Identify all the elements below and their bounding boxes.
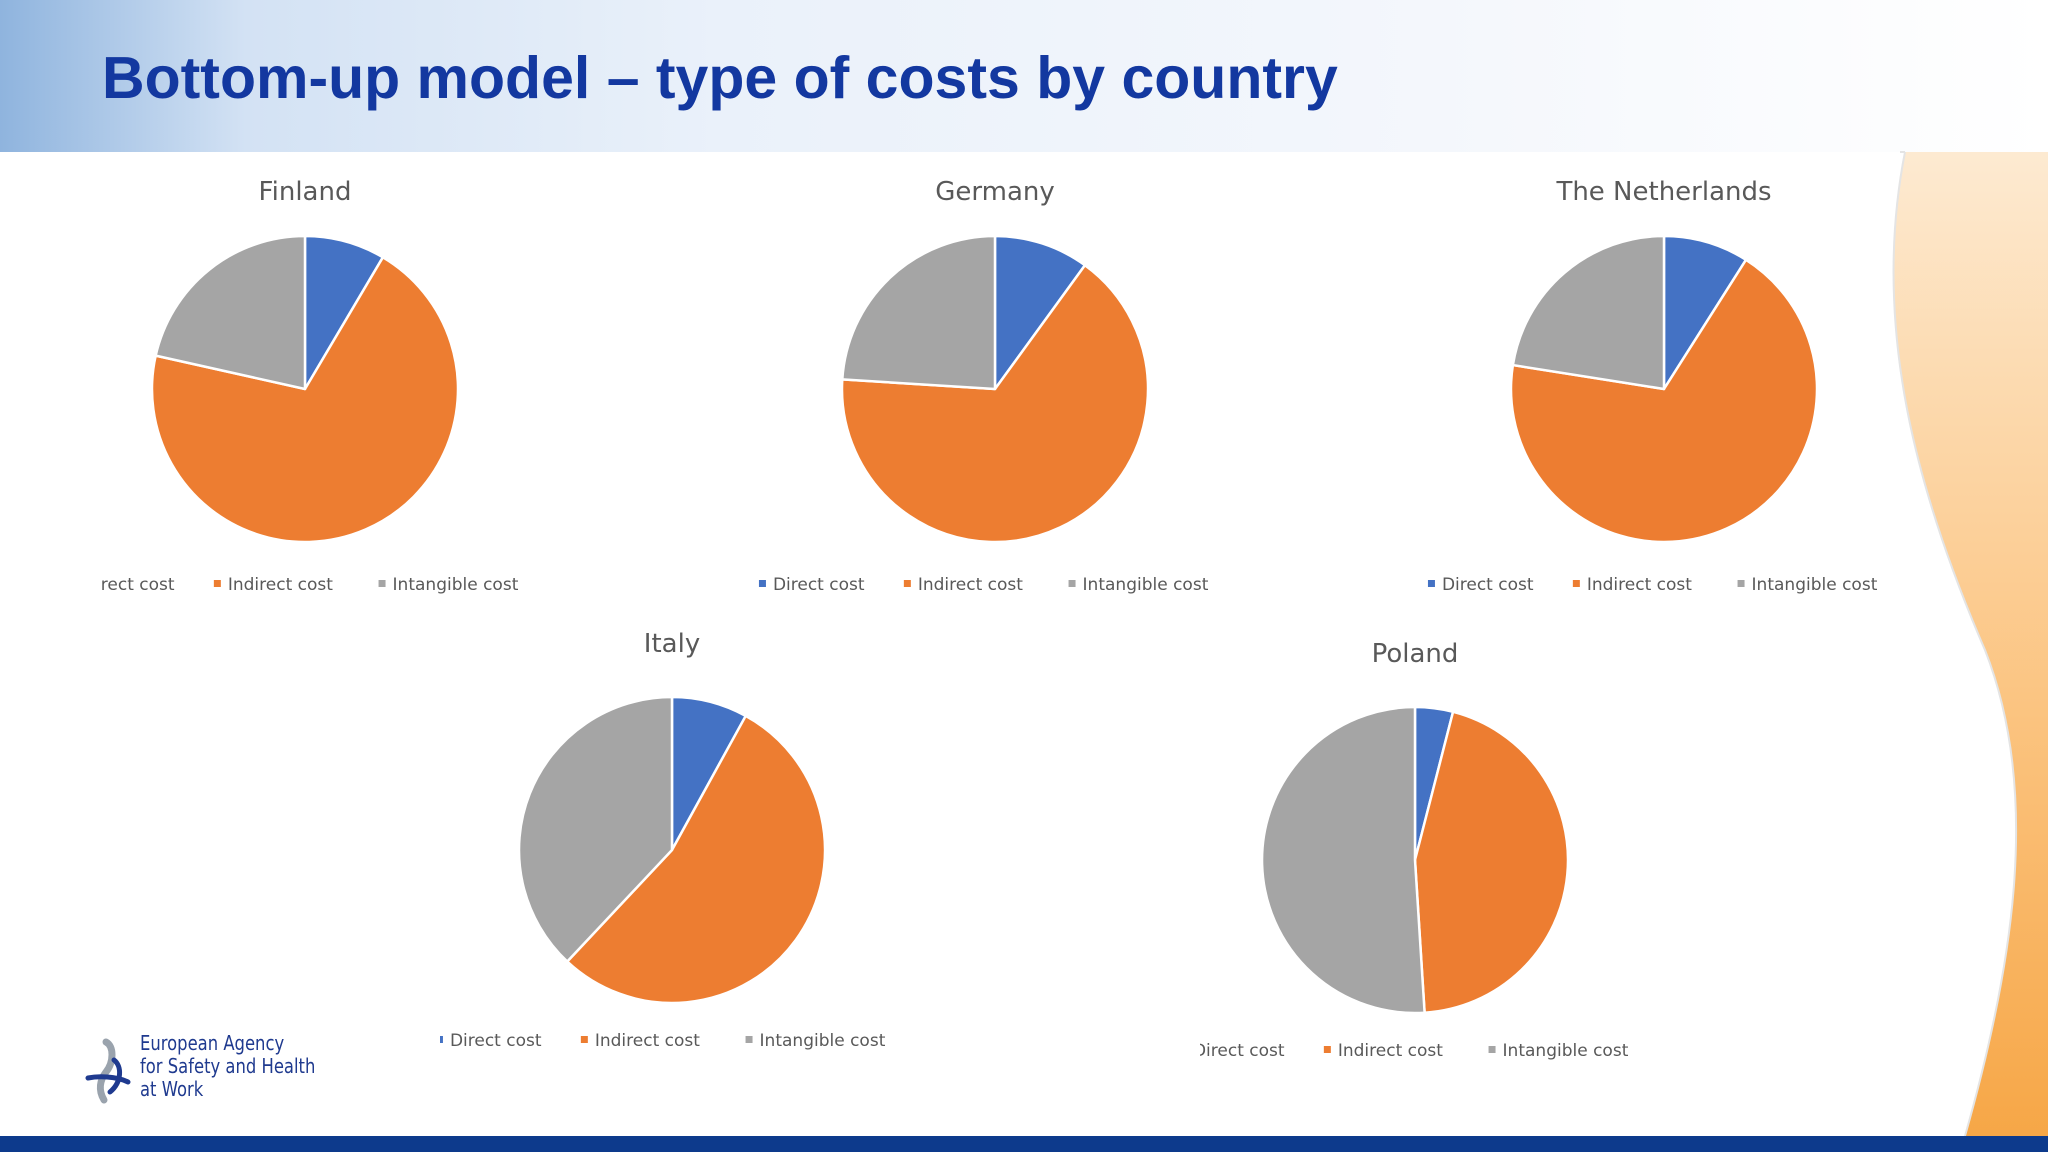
legend-item-direct: Direct cost <box>1200 1041 1285 1061</box>
legend-label-intangible: Intangible cost <box>1503 1041 1629 1061</box>
legend-label-indirect: Indirect cost <box>228 575 333 595</box>
legend-label-indirect: Indirect cost <box>1338 1041 1443 1061</box>
pie-slice-intangible <box>517 695 674 963</box>
legend-label-intangible: Intangible cost <box>760 1031 886 1051</box>
legend-item-intangible: Intangible cost <box>1068 575 1209 595</box>
agency-logo: European Agency for Safety and Health at… <box>84 1032 344 1110</box>
slide-title: Bottom-up model – type of costs by count… <box>102 45 1338 111</box>
legend-item-indirect: Indirect cost <box>903 575 1023 595</box>
legend-swatch-direct <box>1427 580 1435 587</box>
legend-swatch-intangible <box>1068 580 1076 587</box>
pie-slice-direct <box>1662 234 1748 391</box>
legend-item-direct: Direct cost <box>100 575 175 595</box>
legend-label-direct: Direct cost <box>450 1031 542 1051</box>
legend-label-indirect: Indirect cost <box>1587 575 1692 595</box>
legend-swatch-intangible <box>1737 580 1745 587</box>
chart-germany: Germany Direct cost Indirect cost Intangibl… <box>758 177 1209 595</box>
legend-label-direct: Direct cost <box>773 575 865 595</box>
pie-slice-intangible <box>154 234 307 391</box>
legend-item-intangible: Intangible cost <box>1737 575 1878 595</box>
legend-item-indirect: Indirect cost <box>213 575 333 595</box>
legend-label-intangible: Intangible cost <box>393 575 519 595</box>
bottom-bar <box>0 1136 2048 1152</box>
legend-swatch-indirect <box>1323 1046 1331 1053</box>
pie-slice-indirect <box>1509 258 1819 544</box>
legend-swatch-intangible <box>1488 1046 1496 1053</box>
legend-swatch-direct <box>758 580 766 587</box>
legend-swatch-intangible <box>378 580 386 587</box>
chart-title: Poland <box>1372 642 1459 669</box>
legend-item-direct: Direct cost <box>440 1031 542 1051</box>
legend-label-direct: Direct cost <box>100 575 175 595</box>
chart-poland: Poland Direct cost Indirect cost Intangible… <box>1200 642 1629 1061</box>
pie-slice-indirect <box>150 256 460 544</box>
chart-title: Finland <box>259 177 352 207</box>
legend-swatch-indirect <box>903 580 911 587</box>
chart-italy: Italy Direct cost Indirect cost Intangible … <box>440 632 886 1051</box>
legend-swatch-indirect <box>580 1036 588 1043</box>
pie-slice-indirect <box>566 714 827 1005</box>
pie-slice-direct <box>993 234 1087 391</box>
title-band <box>0 0 2048 152</box>
chart-netherlands: The Netherlands Direct cost Indirect cost I… <box>1427 177 1878 595</box>
logo-line-1: European Agency <box>140 1031 285 1055</box>
legend-item-direct: Direct cost <box>1427 575 1534 595</box>
legend-swatch-indirect <box>213 580 221 587</box>
legend-label-indirect: Indirect cost <box>595 1031 700 1051</box>
legend-label-indirect: Indirect cost <box>918 575 1023 595</box>
logo-line-3: at Work <box>140 1077 204 1101</box>
legend-item-direct: Direct cost <box>758 575 865 595</box>
legend-item-intangible: Intangible cost <box>378 575 519 595</box>
logo-line-2: for Safety and Health <box>140 1054 316 1078</box>
legend-item-intangible: Intangible cost <box>1488 1041 1629 1061</box>
pie-slice-intangible <box>1511 234 1666 391</box>
legend-label-direct: Direct cost <box>1442 575 1534 595</box>
chart-finland: Finland Direct cost Indirect cost Intangibl… <box>100 177 519 595</box>
pie-slice-indirect <box>840 263 1150 544</box>
legend-item-indirect: Indirect cost <box>1572 575 1692 595</box>
legend-swatch-direct <box>440 1036 443 1043</box>
agency-logo-mark <box>85 1038 131 1104</box>
chart-title: Germany <box>935 177 1055 207</box>
pie-slice-indirect <box>1413 710 1570 1014</box>
legend-label-intangible: Intangible cost <box>1083 575 1209 595</box>
legend-swatch-indirect <box>1572 580 1580 587</box>
chart-title: Italy <box>644 632 700 659</box>
pie-slice-intangible <box>1260 705 1426 1015</box>
chart-title: The Netherlands <box>1555 177 1771 207</box>
pie-slice-intangible <box>841 234 997 391</box>
legend-label-intangible: Intangible cost <box>1752 575 1878 595</box>
legend-swatch-intangible <box>745 1036 753 1043</box>
legend-label-direct: Direct cost <box>1200 1041 1285 1061</box>
agency-logo-text: European Agency for Safety and Health at… <box>140 1032 315 1101</box>
legend-item-indirect: Indirect cost <box>1323 1041 1443 1061</box>
legend-item-indirect: Indirect cost <box>580 1031 700 1051</box>
legend-item-intangible: Intangible cost <box>745 1031 886 1051</box>
